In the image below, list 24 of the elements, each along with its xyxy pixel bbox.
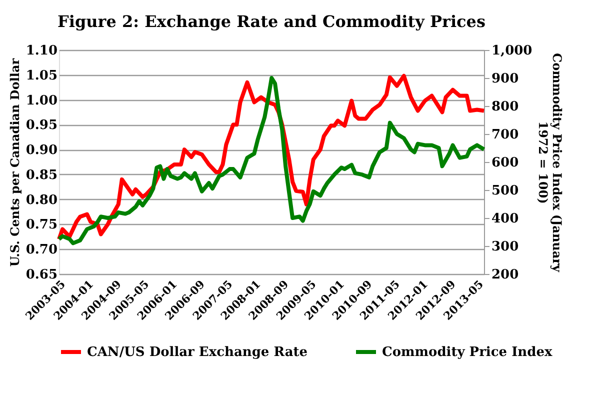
y-tick-label: 1.05 [26,68,58,84]
y2-tick-label: 200 [492,268,519,282]
y-tick-label: 0.65 [26,268,58,282]
y2-tick-label: 800 [492,100,519,114]
y-tick-label: 0.75 [26,218,58,233]
y2-tick-label: 400 [492,212,519,226]
y2-tick-label: 500 [492,184,519,198]
chart-title: Figure 2: Exchange Rate and Commodity Prices [58,12,486,31]
y2-tick-label: 1,000 [492,44,532,58]
y-tick-label: 0.70 [26,242,58,258]
y-tick-label: 1.00 [26,93,58,108]
y-tick-label: 0.95 [26,118,58,134]
y2-tick-label: 300 [492,240,519,254]
y-tick-label: 1.10 [26,44,58,58]
y-tick-label: 0.85 [26,168,58,183]
y-axis-title: U.S. Cents per Canadian Dollar [8,58,22,267]
legend-label: Commodity Price Index [382,345,552,360]
y-tick-label: 0.80 [26,192,58,208]
y2-tick-label: 900 [492,72,519,86]
y-tick-label: 0.90 [26,143,58,158]
y2-axis-title: Commodity Price Index (January 1972 = 100) [536,53,564,274]
y2-tick-label: 700 [492,128,519,142]
legend-label: CAN/US Dollar Exchange Rate [87,345,308,360]
y2-tick-label: 600 [492,156,519,170]
